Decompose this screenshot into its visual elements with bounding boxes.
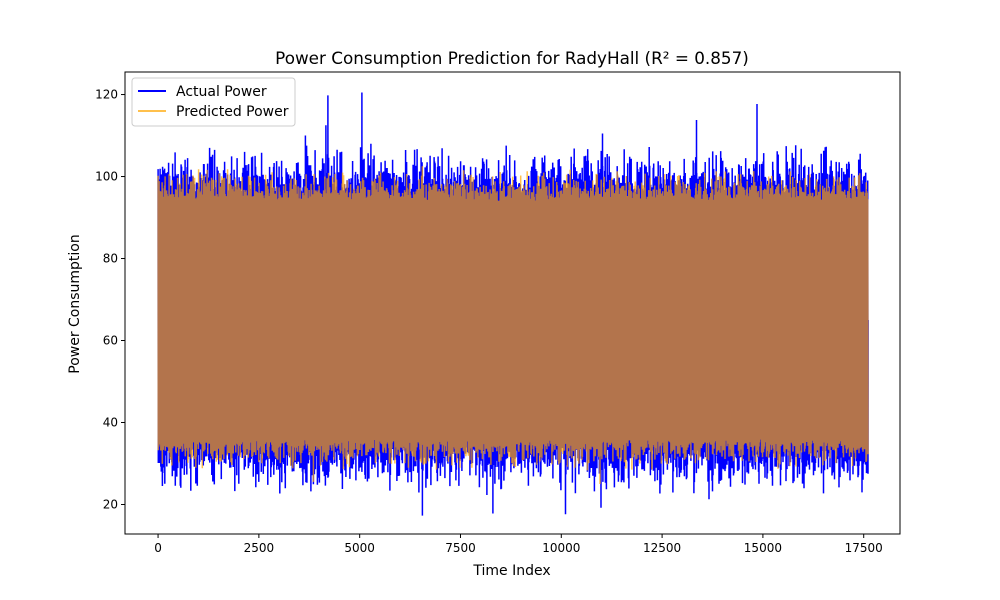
x-tick-label: 12500 <box>643 541 681 555</box>
x-tick-label: 7500 <box>445 541 476 555</box>
x-axis: 0 2500 5000 7500 10000 12500 15000 17500 <box>154 534 883 555</box>
x-tick-label: 10000 <box>542 541 580 555</box>
y-tick-label: 80 <box>103 252 118 266</box>
legend: Actual Power Predicted Power <box>131 77 296 127</box>
legend-box <box>131 77 296 127</box>
y-tick-label: 40 <box>103 415 118 429</box>
series-predicted-power-line <box>157 166 869 485</box>
legend-label-actual: Actual Power <box>176 84 267 100</box>
y-axis-label: Power Consumption <box>67 234 83 374</box>
plot-frame <box>124 71 901 535</box>
plot-area <box>157 92 869 516</box>
x-tick-label: 15000 <box>744 541 782 555</box>
legend-label-predicted: Predicted Power <box>176 104 289 120</box>
x-tick-label: 2500 <box>244 541 275 555</box>
y-tick-label: 20 <box>103 497 118 511</box>
y-tick-label: 120 <box>95 88 118 102</box>
x-tick-label: 0 <box>154 541 162 555</box>
x-tick-label: 5000 <box>344 541 375 555</box>
x-tick-label: 17500 <box>845 541 883 555</box>
x-axis-label: Time Index <box>472 563 550 579</box>
y-axis: 20 40 60 80 100 120 <box>95 88 125 511</box>
chart-title: Power Consumption Prediction for RadyHal… <box>275 48 749 68</box>
y-tick-label: 60 <box>103 334 118 348</box>
y-tick-label: 100 <box>95 170 118 184</box>
